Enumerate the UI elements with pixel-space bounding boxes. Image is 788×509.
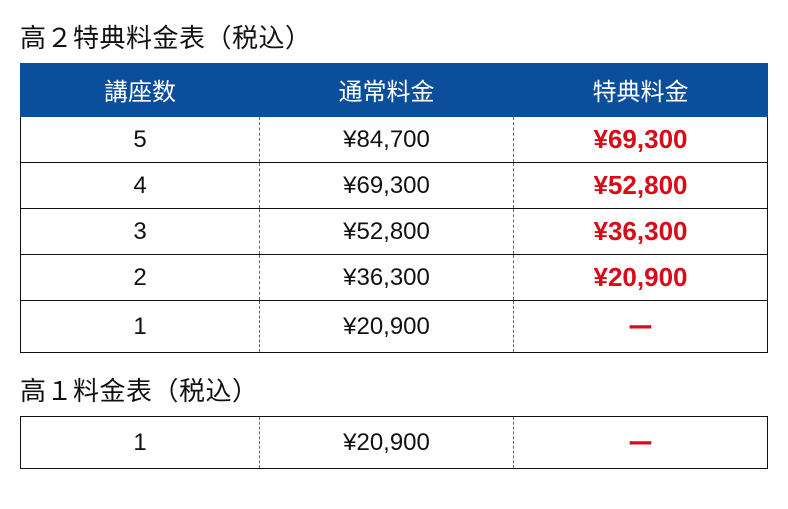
cell-regular: ¥20,900 <box>260 417 514 469</box>
cell-regular: ¥20,900 <box>260 301 514 353</box>
cell-special: ¥20,900 <box>514 255 768 301</box>
price-table-1: 講座数 通常料金 特典料金 5 ¥84,700 ¥69,300 4 ¥69,30… <box>20 63 768 353</box>
cell-regular: ¥69,300 <box>260 163 514 209</box>
cell-courses: 1 <box>21 417 260 469</box>
cell-special: ¥69,300 <box>514 117 768 163</box>
header-courses: 講座数 <box>21 64 260 117</box>
cell-special: ¥36,300 <box>514 209 768 255</box>
table-row: 5 ¥84,700 ¥69,300 <box>21 117 768 163</box>
cell-regular: ¥36,300 <box>260 255 514 301</box>
cell-courses: 3 <box>21 209 260 255</box>
header-regular: 通常料金 <box>260 64 514 117</box>
cell-special-dash: ー <box>514 417 768 469</box>
cell-courses: 1 <box>21 301 260 353</box>
cell-regular: ¥84,700 <box>260 117 514 163</box>
header-special: 特典料金 <box>514 64 768 117</box>
table-row: 1 ¥20,900 ー <box>21 417 768 469</box>
cell-regular: ¥52,800 <box>260 209 514 255</box>
table-row: 2 ¥36,300 ¥20,900 <box>21 255 768 301</box>
table-row: 4 ¥69,300 ¥52,800 <box>21 163 768 209</box>
cell-courses: 4 <box>21 163 260 209</box>
cell-courses: 2 <box>21 255 260 301</box>
price-table-2: 1 ¥20,900 ー <box>20 416 768 469</box>
table1-title: 高２特典料金表（税込） <box>20 18 768 55</box>
table2-title: 高１料金表（税込） <box>20 371 768 408</box>
cell-special: ¥52,800 <box>514 163 768 209</box>
cell-special-dash: ー <box>514 301 768 353</box>
table-row: 1 ¥20,900 ー <box>21 301 768 353</box>
cell-courses: 5 <box>21 117 260 163</box>
table-row: 3 ¥52,800 ¥36,300 <box>21 209 768 255</box>
header-row: 講座数 通常料金 特典料金 <box>21 64 768 117</box>
